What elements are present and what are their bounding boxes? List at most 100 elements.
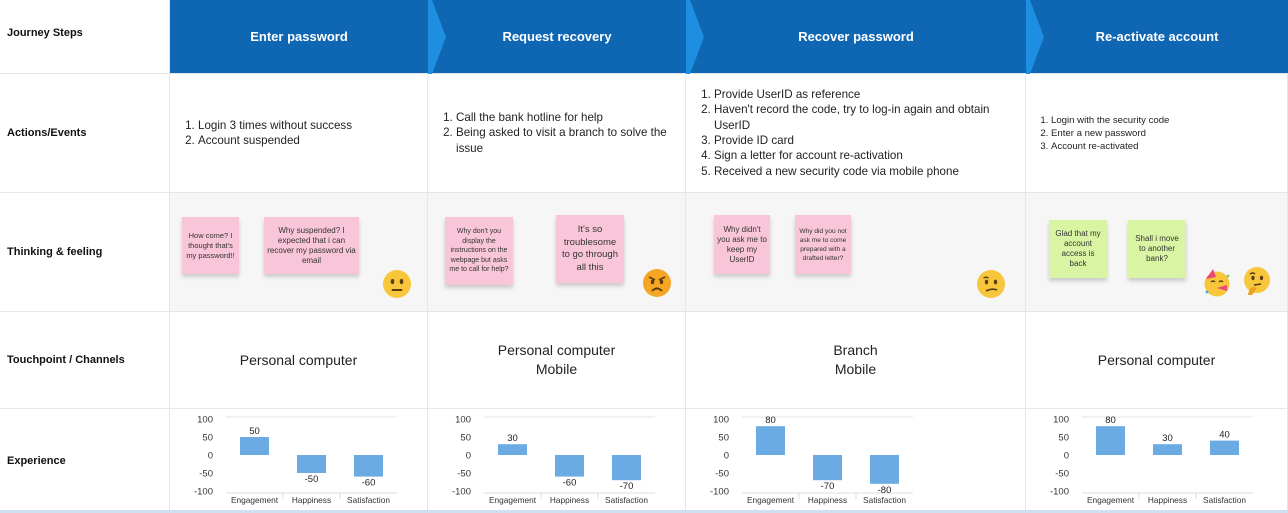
y-tick-label: 100: [197, 415, 213, 426]
touchpoint-item: Branch: [833, 342, 878, 358]
data-label: 40: [1219, 430, 1230, 441]
y-tick-label: 0: [1064, 451, 1069, 462]
experience-chart: 100 50 0 -50 -100 50 Engagement -50 Happiness -60…: [194, 415, 397, 505]
sticky-note: Why suspended? I expected that i can rec…: [264, 217, 359, 274]
touchpoint-item: Mobile: [834, 361, 877, 377]
sticky-note: Why don't you display the instructions o…: [445, 217, 513, 285]
category-label: Happiness: [550, 495, 589, 505]
y-tick-label: 0: [208, 451, 213, 462]
data-label: -50: [305, 474, 319, 485]
data-label: 80: [765, 415, 776, 426]
party-face-icon: [1204, 269, 1230, 297]
row-label-thinking: Thinking & feeling: [0, 193, 170, 312]
category-label: Satisfaction: [863, 495, 906, 505]
neutral-face-icon: [383, 270, 411, 298]
bar: [297, 455, 326, 473]
y-tick-label: 0: [724, 451, 729, 462]
y-tick-label: -100: [710, 487, 729, 498]
data-label: -60: [563, 478, 577, 489]
action-item: Login with the security code: [1051, 114, 1169, 127]
data-label: -70: [821, 481, 835, 492]
row-label-actions: Actions/Events: [0, 74, 170, 193]
chevron-right-icon: [428, 0, 446, 74]
sticky-note: Glad that my account access is back: [1049, 220, 1107, 278]
action-item: Login 3 times without success: [198, 118, 352, 133]
touchpoint-request-recovery: Personal computer Mobile: [428, 312, 686, 409]
action-item: Provide UserID as reference: [714, 87, 1015, 102]
category-label: Engagement: [1087, 495, 1135, 505]
touchpoint-recover-password: Branch Mobile: [686, 312, 1026, 409]
thinking-enter-password: How come? I thought that's my password!!…: [170, 193, 428, 312]
experience-chart: 100 50 0 -50 -100 80 Engagement -70 Happiness -80…: [710, 415, 913, 505]
actions-request-recovery: Call the bank hotline for help Being ask…: [428, 74, 686, 193]
bar: [870, 455, 899, 484]
touchpoint-reactivate-account: Personal computer: [1026, 312, 1288, 409]
bar: [1096, 426, 1125, 455]
y-tick-label: 50: [202, 433, 213, 444]
y-tick-label: 100: [713, 415, 729, 426]
y-tick-label: 100: [455, 415, 471, 426]
sticky-note: Why didn't you ask me to keep my UserID: [714, 215, 770, 274]
y-tick-label: 0: [466, 451, 471, 462]
row-label-touchpoints: Touchpoint / Channels: [0, 312, 170, 409]
action-item: Account suspended: [198, 133, 352, 148]
experience-enter-password: 100 50 0 -50 -100 50 Engagement -50 Happiness -60…: [170, 409, 428, 513]
bar: [756, 426, 785, 455]
bar: [1210, 440, 1239, 455]
step-header-request-recovery: Request recovery: [428, 0, 686, 74]
y-tick-label: -100: [452, 487, 471, 498]
category-label: Happiness: [292, 495, 331, 505]
bar: [1153, 444, 1182, 455]
action-item: Account re-activated: [1051, 140, 1169, 153]
data-label: 30: [507, 433, 518, 444]
chevron-right-icon: [686, 0, 704, 74]
bar: [240, 437, 269, 455]
action-item: Sign a letter for account re-activation: [714, 148, 1015, 163]
step-title: Recover password: [798, 29, 914, 44]
actions-enter-password: Login 3 times without success Account su…: [170, 74, 428, 193]
confused-face-icon: [977, 270, 1005, 298]
y-tick-label: -50: [457, 469, 471, 480]
category-label: Satisfaction: [605, 495, 648, 505]
chevron-right-icon: [1026, 0, 1044, 74]
category-label: Satisfaction: [1203, 495, 1246, 505]
actions-recover-password: Provide UserID as reference Haven't reco…: [686, 74, 1026, 193]
actions-list: Login 3 times without success Account su…: [170, 118, 352, 149]
bar: [555, 455, 584, 477]
row-label-journey-steps: Journey Steps: [0, 0, 170, 74]
sticky-note: Why did you not ask me to come prepared …: [795, 215, 851, 274]
y-tick-label: 50: [460, 433, 471, 444]
touchpoint-item: Personal computer: [239, 351, 358, 368]
action-item: Being asked to visit a branch to solve t…: [456, 125, 685, 156]
experience-recover-password: 100 50 0 -50 -100 80 Engagement -70 Happiness -80…: [686, 409, 1026, 513]
category-label: Engagement: [231, 495, 279, 505]
touchpoint-item: Mobile: [535, 361, 578, 377]
action-item: Call the bank hotline for help: [456, 110, 685, 125]
experience-reactivate-account: 100 50 0 -50 -100 80 Engagement 30 Happiness 40 Sa…: [1026, 409, 1288, 513]
touchpoint-item: Personal computer: [1097, 351, 1216, 368]
thinking-face-icon: [1244, 267, 1270, 295]
thinking-recover-password: Why didn't you ask me to keep my UserID …: [686, 193, 1026, 312]
y-tick-label: 50: [718, 433, 729, 444]
y-tick-label: -100: [1050, 487, 1069, 498]
thinking-request-recovery: Why don't you display the instructions o…: [428, 193, 686, 312]
y-tick-label: -50: [199, 469, 213, 480]
touchpoint-item: Personal computer: [497, 342, 616, 358]
touchpoint-enter-password: Personal computer: [170, 312, 428, 409]
experience-chart: 100 50 0 -50 -100 30 Engagement -60 Happiness -70…: [452, 415, 655, 505]
action-item: Received a new security code via mobile …: [714, 164, 1015, 179]
sticky-note: It's so troublesome to go through all th…: [556, 215, 624, 283]
y-tick-label: -100: [194, 487, 213, 498]
category-label: Happiness: [808, 495, 847, 505]
y-tick-label: -50: [715, 469, 729, 480]
data-label: 80: [1105, 415, 1116, 426]
sticky-note: How come? I thought that's my password!!: [182, 217, 239, 274]
step-title: Request recovery: [502, 29, 612, 44]
data-label: -80: [878, 485, 892, 496]
step-header-recover-password: Recover password: [686, 0, 1026, 74]
category-label: Happiness: [1148, 495, 1187, 505]
sticky-note: Shall i move to another bank?: [1128, 220, 1186, 278]
experience-chart: 100 50 0 -50 -100 80 Engagement 30 Happiness 40 Sa…: [1050, 415, 1253, 505]
data-label: -70: [620, 481, 634, 492]
